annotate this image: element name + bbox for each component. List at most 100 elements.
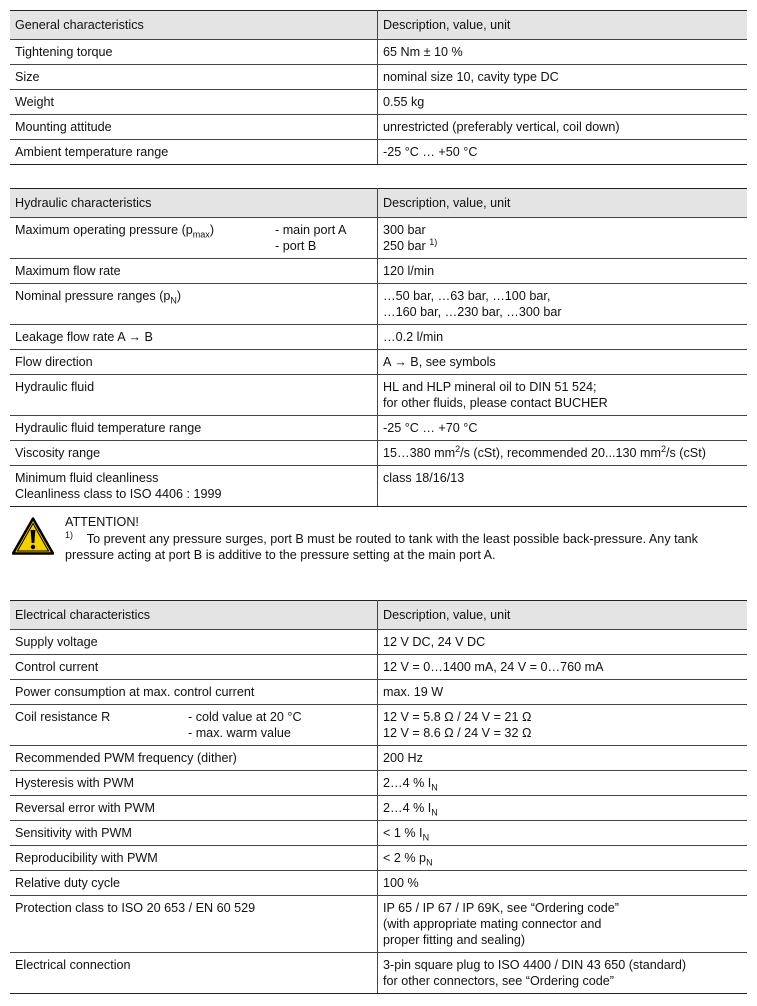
table-header-row: General characteristics Description, valu…: [10, 10, 747, 40]
value-cell: 300 bar 250 bar 1): [377, 217, 747, 259]
value-line: 100 %: [383, 875, 741, 891]
characteristic-line: Mounting attitude: [15, 119, 371, 135]
table-row: Nominal pressure ranges (pN) …50 bar, …63…: [10, 283, 747, 325]
characteristic-line: Electrical connection: [15, 957, 371, 973]
table-row: Reversal error with PWM 2…4 % IN: [10, 795, 747, 821]
characteristic-text: Relative duty cycle: [15, 876, 120, 890]
electrical-characteristics-table: Electrical characteristics Description, v…: [10, 600, 747, 994]
value-text: < 2 % p: [383, 851, 427, 865]
characteristic-cell: Size: [10, 64, 378, 90]
value-text: class 18/16/13: [383, 471, 465, 485]
value-text: …50 bar, …63 bar, …100 bar,: [383, 289, 551, 303]
characteristic-cell: Power consumption at max. control curren…: [10, 679, 378, 705]
table-row: Ambient temperature range -25 °C … +50 °C: [10, 139, 747, 165]
table-row: Electrical connection 3-pin square plug t…: [10, 952, 747, 994]
characteristic-line: Hydraulic fluid: [15, 379, 371, 395]
value-text: 120 l/min: [383, 264, 435, 278]
characteristic-text: Coil resistance R: [15, 710, 111, 724]
characteristic-cell: Protection class to ISO 20 653 / EN 60 5…: [10, 895, 378, 953]
characteristic-text: Nominal pressure ranges (p: [15, 289, 171, 303]
characteristic-cell: Hydraulic fluid: [10, 374, 378, 416]
value-text: (with appropriate mating connector and: [383, 917, 602, 931]
characteristic-cell: Reversal error with PWM: [10, 795, 378, 821]
value-line: -25 °C … +70 °C: [383, 420, 741, 436]
value-text: proper fitting and sealing): [383, 933, 526, 947]
characteristic-line: Relative duty cycle: [15, 875, 371, 891]
value-text: 12 V = 0…1400 mA, 24 V = 0…760 mA: [383, 660, 604, 674]
value-text: …0.2 l/min: [383, 330, 444, 344]
value-cell: -25 °C … +70 °C: [377, 415, 747, 441]
value-text: 12 V = 8.6 Ω / 24 V = 32 Ω: [383, 726, 532, 740]
characteristic-cell: Hydraulic fluid temperature range: [10, 415, 378, 441]
table-header-row: Hydraulic characteristics Description, va…: [10, 188, 747, 218]
characteristic-cell: Hysteresis with PWM: [10, 770, 378, 796]
value-line: 300 bar: [383, 222, 741, 238]
value-cell: 100 %: [377, 870, 747, 896]
value-line: A → B, see symbols: [383, 354, 741, 370]
table-row: Power consumption at max. control curren…: [10, 679, 747, 705]
characteristic-cell: Ambient temperature range: [10, 139, 378, 165]
characteristic-text: Viscosity range: [15, 446, 101, 460]
condition-text: - main port A: [275, 223, 347, 237]
characteristic-line: Ambient temperature range: [15, 144, 371, 160]
value-line: proper fitting and sealing): [383, 932, 741, 948]
value-cell: 12 V = 5.8 Ω / 24 V = 21 Ω 12 V = 8.6 Ω /…: [377, 704, 747, 746]
characteristic-text: Ambient temperature range: [15, 145, 169, 159]
characteristic-text: Size: [15, 70, 40, 84]
value-cell: 200 Hz: [377, 745, 747, 771]
table-row: Supply voltage 12 V DC, 24 V DC: [10, 629, 747, 655]
characteristic-condition: - cold value at 20 °C - max. warm value: [188, 709, 302, 741]
value-cell: < 1 % IN: [377, 820, 747, 846]
general-characteristics-table: General characteristics Description, valu…: [10, 10, 747, 165]
characteristic-text: Hysteresis with PWM: [15, 776, 134, 790]
condition-line: - max. warm value: [188, 725, 302, 741]
characteristic-line: Nominal pressure ranges (pN): [15, 288, 371, 305]
characteristic-condition: - main port A - port B: [275, 222, 346, 254]
table-header-row: Electrical characteristics Description, v…: [10, 600, 747, 630]
value-cell: < 2 % pN: [377, 845, 747, 871]
value-cell: 3-pin square plug to ISO 4400 / DIN 43 6…: [377, 952, 747, 994]
value-text: 1): [429, 236, 438, 247]
characteristic-cell: Reproducibility with PWM: [10, 845, 378, 871]
value-cell: HL and HLP mineral oil to DIN 51 524; for…: [377, 374, 747, 416]
characteristic-cell: Viscosity range: [10, 440, 378, 466]
table-row: Weight 0.55 kg: [10, 89, 747, 115]
characteristic-text: max: [192, 229, 210, 240]
characteristic-line: Hysteresis with PWM: [15, 775, 371, 791]
table-row: Leakage flow rate A → B …0.2 l/min: [10, 324, 747, 350]
characteristic-line: Hydraulic fluid temperature range: [15, 420, 371, 436]
characteristic-line: Reversal error with PWM: [15, 800, 371, 816]
characteristic-cell: Supply voltage: [10, 629, 378, 655]
condition-line: - cold value at 20 °C: [188, 709, 302, 725]
value-text: HL and HLP mineral oil to DIN 51 524;: [383, 380, 597, 394]
value-cell: unrestricted (preferably vertical, coil …: [377, 114, 747, 140]
condition-line: - port B: [275, 238, 346, 254]
characteristic-text: Hydraulic fluid temperature range: [15, 421, 202, 435]
value-cell: 12 V = 0…1400 mA, 24 V = 0…760 mA: [377, 654, 747, 680]
characteristic-text: Sensitivity with PWM: [15, 826, 132, 840]
condition-text: - port B: [275, 239, 317, 253]
value-cell: 2…4 % IN: [377, 770, 747, 796]
characteristic-text: Leakage flow rate A → B: [15, 330, 153, 344]
characteristic-cell: Sensitivity with PWM: [10, 820, 378, 846]
value-text: A → B, see symbols: [383, 355, 496, 369]
characteristic-line: Recommended PWM frequency (dither): [15, 750, 371, 766]
characteristic-line: Viscosity range: [15, 445, 371, 461]
value-cell: 120 l/min: [377, 258, 747, 284]
value-text: 300 bar: [383, 223, 426, 237]
characteristic-text: Tightening torque: [15, 45, 113, 59]
value-cell: 12 V DC, 24 V DC: [377, 629, 747, 655]
characteristic-text: ): [209, 223, 215, 237]
characteristic-line: Maximum operating pressure (pmax): [15, 222, 371, 240]
characteristic-line: Weight: [15, 94, 371, 110]
value-line: 12 V = 0…1400 mA, 24 V = 0…760 mA: [383, 659, 741, 675]
value-text: 65 Nm ± 10 %: [383, 45, 463, 59]
table-row: Tightening torque 65 Nm ± 10 %: [10, 39, 747, 65]
value-cell: -25 °C … +50 °C: [377, 139, 747, 165]
table-row: Protection class to ISO 20 653 / EN 60 5…: [10, 895, 747, 953]
value-line: < 2 % pN: [383, 850, 741, 867]
value-line: (with appropriate mating connector and: [383, 916, 741, 932]
column-header-characteristic: General characteristics: [10, 10, 378, 40]
table-row: Sensitivity with PWM < 1 % IN: [10, 820, 747, 846]
characteristic-cell: Weight: [10, 89, 378, 115]
